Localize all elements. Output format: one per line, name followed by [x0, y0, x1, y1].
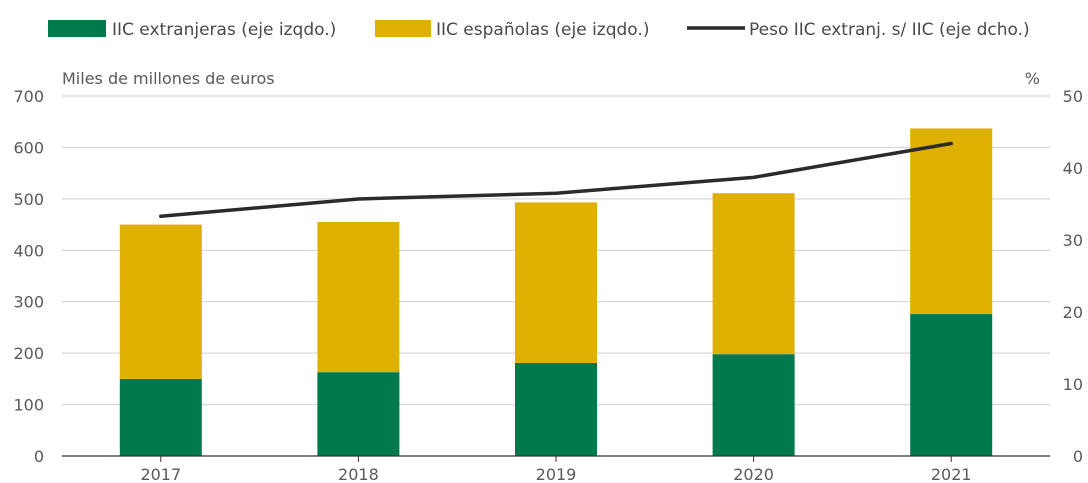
legend-swatch: [375, 20, 431, 37]
legend-item: Peso IIC extranj. s/ IIC (eje dcho.): [687, 20, 1030, 40]
legend-label: IIC extranjeras (eje izqdo.): [112, 20, 336, 40]
legend-label: Peso IIC extranj. s/ IIC (eje dcho.): [749, 20, 1030, 40]
line-series: [159, 141, 953, 218]
y-axis-left-title: Miles de millones de euros: [62, 69, 275, 88]
legend-swatch: [48, 20, 106, 37]
y-right-tick-label: 0: [1073, 447, 1083, 466]
y-right-tick-label: 50: [1063, 87, 1083, 106]
bar: [515, 362, 597, 456]
legend-item: IIC españolas (eje izqdo.): [375, 20, 649, 40]
bar-series: [119, 128, 993, 456]
bar: [910, 128, 993, 315]
y-left-tick-label: 600: [13, 138, 44, 157]
bar: [119, 378, 202, 456]
y-axis-right-title: %: [1025, 69, 1040, 88]
x-tick-label: 2019: [536, 465, 577, 483]
y-right-tick-label: 20: [1063, 303, 1083, 322]
bar: [515, 202, 597, 363]
bar: [119, 224, 202, 379]
y-right-tick-label: 40: [1063, 159, 1083, 178]
y-left-tick-label: 400: [13, 241, 44, 260]
axes: 0 100 200 300 400 500 600 700 0 10 20 30 40 50 2017 201…: [13, 87, 1083, 483]
legend: IIC extranjeras (eje izqdo.) IIC español…: [48, 20, 1030, 40]
y-left-tick-label: 0: [34, 447, 44, 466]
x-tick-label: 2017: [140, 465, 181, 483]
x-tick-label: 2021: [931, 465, 972, 483]
bar: [317, 222, 400, 373]
bar: [712, 193, 795, 355]
bar: [317, 372, 400, 456]
y-left-tick-label: 300: [13, 293, 44, 312]
y-right-tick-label: 30: [1063, 231, 1083, 250]
bar: [910, 314, 993, 456]
y-left-tick-label: 500: [13, 190, 44, 209]
y-left-tick-label: 700: [13, 87, 44, 106]
y-right-tick-label: 10: [1063, 375, 1083, 394]
y-left-tick-label: 200: [13, 344, 44, 363]
y-left-tick-label: 100: [13, 396, 44, 415]
x-tick-label: 2018: [338, 465, 379, 483]
bar: [712, 354, 795, 456]
legend-label: IIC españolas (eje izqdo.): [436, 20, 649, 40]
legend-item: IIC extranjeras (eje izqdo.): [48, 20, 336, 40]
x-tick-label: 2020: [733, 465, 774, 483]
